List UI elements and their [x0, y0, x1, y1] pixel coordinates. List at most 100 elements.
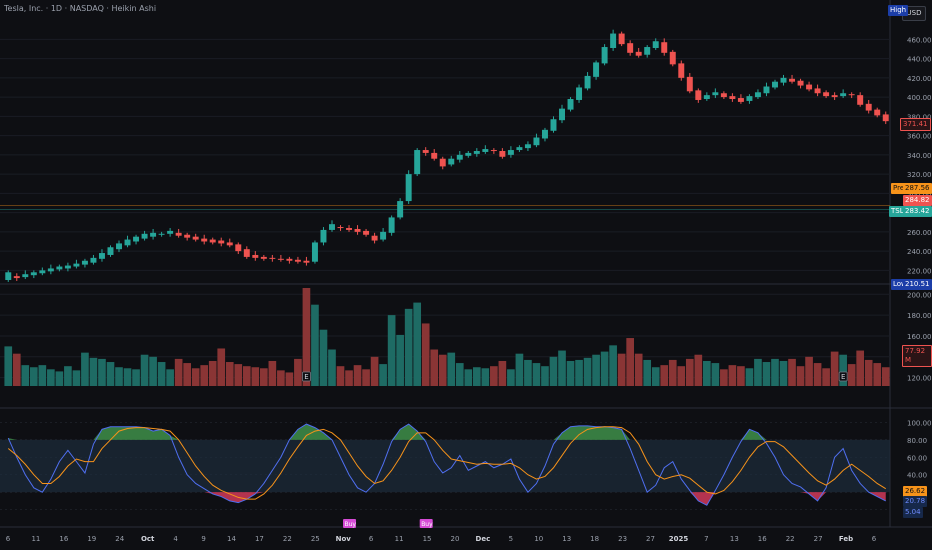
time-tick-label: 27 [646, 535, 655, 543]
volume-bar [387, 315, 396, 386]
candle-body [192, 236, 199, 240]
candle-body [201, 238, 208, 242]
candle-body [840, 93, 847, 97]
candle-body [422, 150, 429, 153]
candle-body [567, 99, 574, 110]
volume-bar [98, 358, 106, 386]
volume-bar [183, 363, 191, 386]
premarket-price-badge: 287.56 [903, 183, 932, 194]
volume-bar [507, 369, 515, 386]
volume-bar [668, 359, 677, 386]
volume-bar [677, 366, 686, 386]
price-pane[interactable] [5, 29, 889, 282]
candle-body [729, 96, 736, 100]
price-scale[interactable]: 460.00 440.00 420.00 400.00 380.00 360.00 340.… [907, 36, 932, 514]
symbol-label: TSLA [889, 206, 911, 217]
postmarket-price-badge: 284.82 [903, 195, 932, 206]
candle-body [789, 78, 796, 82]
time-scale[interactable]: 6 11 16 19 24 Oct 4 9 14 17 22 25 Nov 6 11 15 20 Dec 5 10 13… [6, 535, 877, 543]
time-tick-label: 6 [6, 535, 11, 543]
stoch-k-line [7, 423, 886, 506]
candle-body [712, 92, 719, 96]
time-tick-label: 19 [87, 535, 96, 543]
candle-body [371, 235, 378, 241]
candle-body [465, 152, 472, 156]
price-tick-label: 460.00 [907, 36, 932, 44]
symbol-title[interactable]: Tesla, Inc. · 1D · NASDAQ · Heikin Ashi [4, 4, 157, 13]
candle-body [524, 144, 531, 149]
time-tick-label: 13 [562, 535, 571, 543]
candle-body [823, 92, 830, 97]
candle-body [754, 92, 761, 98]
time-tick-label: 10 [534, 535, 543, 543]
time-tick-label: 6 [369, 535, 374, 543]
candle-body [150, 232, 157, 237]
time-tick-label: 11 [31, 535, 40, 543]
volume-bar [762, 362, 771, 386]
volume-bar [404, 308, 413, 386]
volume-bar [353, 365, 362, 386]
volume-bar [515, 353, 524, 386]
volume-bar [873, 363, 882, 386]
candle-body [286, 258, 293, 261]
volume-bar [728, 365, 737, 386]
volume-bar [805, 356, 813, 386]
earnings-marker-label: E [304, 373, 308, 381]
candle-body [490, 150, 497, 152]
candle-body [260, 256, 267, 259]
volume-bar [311, 304, 319, 386]
volume-bar [643, 359, 652, 386]
volume-bar [379, 364, 387, 386]
candle-body [576, 87, 583, 100]
volume-bar [64, 366, 72, 386]
price-tick-label: 420.00 [907, 75, 932, 83]
candle-body [746, 96, 753, 101]
volume-bar [651, 367, 660, 386]
candle-body [695, 90, 702, 100]
candle-body [320, 229, 327, 243]
candle-body [337, 227, 344, 229]
volume-bar [583, 357, 592, 386]
oscillator-band [0, 439, 890, 493]
time-tick-label: 17 [255, 535, 264, 543]
stoch-d-line [7, 426, 887, 500]
volume-bar [413, 302, 422, 386]
volume-bar [21, 365, 30, 386]
volume-bar [703, 360, 711, 386]
volume-bar [225, 362, 234, 386]
time-tick-label: 2025 [669, 535, 689, 543]
volume-bar [839, 354, 847, 386]
candle-body [116, 243, 122, 250]
time-tick-label: 14 [227, 535, 236, 543]
volume-bar [81, 352, 89, 386]
candle-body [269, 257, 276, 259]
candle-body [499, 151, 506, 157]
volume-bar [12, 353, 21, 386]
volume-bar [29, 367, 38, 386]
time-tick-label: Oct [141, 535, 155, 543]
volume-bar [720, 369, 728, 386]
candle-body [167, 230, 174, 234]
price-tick-label: 380.00 [907, 113, 932, 121]
candle-body [857, 95, 864, 105]
candle-body [73, 263, 80, 267]
candle-body [678, 63, 685, 78]
candle-body [277, 258, 284, 260]
candle-body [601, 47, 608, 64]
volume-bar [106, 362, 115, 386]
symbol-price-badge: 283.42 [903, 206, 932, 217]
candle-body [133, 236, 140, 242]
volume-bar [123, 368, 132, 386]
candle-body [56, 266, 63, 270]
volume-bar [634, 353, 643, 386]
volume-bar [600, 351, 609, 386]
candle-body [380, 231, 387, 240]
candle-body [184, 234, 191, 238]
volume-bar [472, 367, 481, 386]
candle-body [593, 62, 600, 77]
volume-bar [362, 369, 370, 386]
price-tick-label: 260.00 [907, 229, 932, 237]
oscillator-pane[interactable]: Buy Buy [0, 423, 890, 528]
